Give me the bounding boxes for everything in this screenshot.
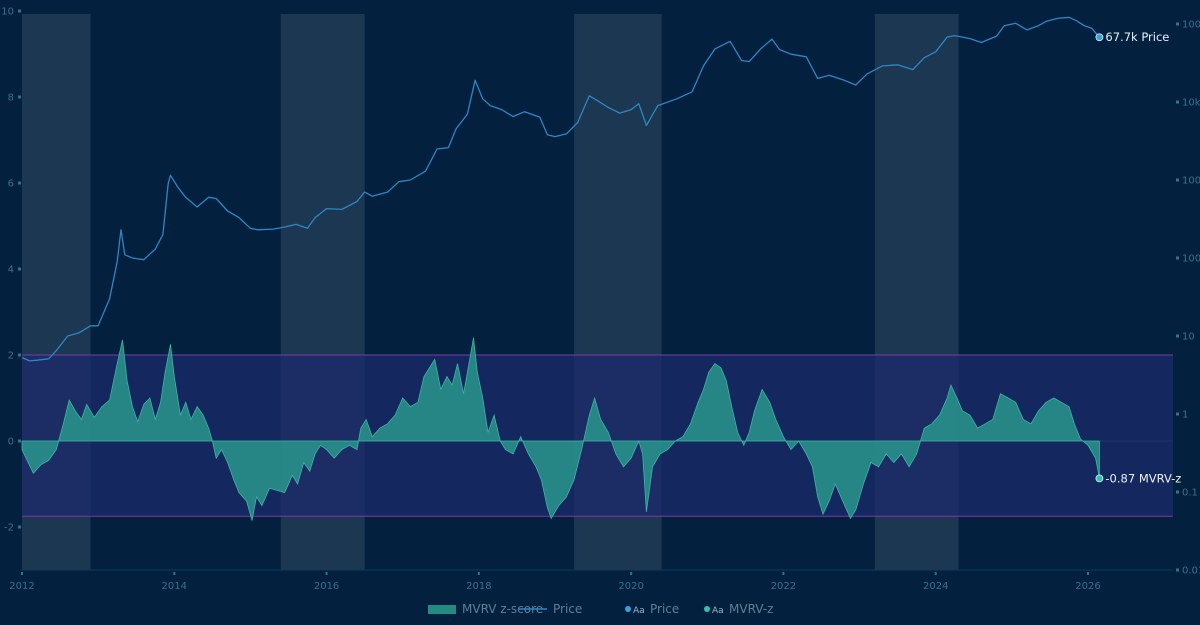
legend-item[interactable]: Price <box>519 602 582 616</box>
annotation-dot <box>1095 33 1104 42</box>
left-tick-label: -2 <box>4 523 14 534</box>
legend-item[interactable]: Aa Price <box>625 602 679 616</box>
left-tick-mark <box>18 267 21 271</box>
legend-swatch-area <box>428 605 456 614</box>
x-tick-mark <box>934 572 937 575</box>
x-tick-label: 2014 <box>162 581 187 592</box>
left-y-axis: -2 0 2 4 6 8 10 <box>1 7 21 534</box>
left-tick-label: 0 <box>8 437 14 448</box>
right-tick-mark <box>1176 490 1179 494</box>
right-tick-mark <box>1176 334 1179 338</box>
right-tick-mark <box>1176 100 1179 104</box>
right-tick-mark <box>1176 22 1179 26</box>
left-tick-mark <box>18 439 21 443</box>
annotation-dot <box>1095 474 1104 483</box>
legend-swatch-dot <box>704 606 710 612</box>
right-tick-label: 0.1 <box>1182 488 1198 499</box>
left-tick-label: 10 <box>1 7 14 18</box>
right-tick-label: 1000 <box>1182 176 1200 187</box>
x-tick-label: 2026 <box>1075 581 1100 592</box>
right-tick-label: 10 <box>1182 332 1195 343</box>
legend-label: MVRV-z <box>729 602 773 616</box>
legend-label: Price <box>650 602 679 616</box>
x-tick-mark <box>477 572 480 575</box>
legend-label: MVRV z-score <box>462 602 543 616</box>
x-tick-mark <box>21 572 23 575</box>
x-tick-mark <box>1087 572 1089 575</box>
price-line-layer <box>21 16 1100 362</box>
right-tick-mark <box>1176 178 1179 182</box>
price-line <box>21 16 1100 362</box>
annotation-label: 67.7k Price <box>1105 30 1169 44</box>
x-tick-mark <box>173 572 176 575</box>
left-tick-label: 4 <box>8 265 14 276</box>
x-tick-label: 2022 <box>771 581 796 592</box>
right-tick-mark <box>1176 412 1179 416</box>
right-tick-label: 100 <box>1182 254 1200 265</box>
annotation-label: -0.87 MVRV-z <box>1105 471 1181 485</box>
legend-aa-prefix: Aa <box>712 606 724 616</box>
x-tick-label: 2012 <box>9 581 34 592</box>
x-tick-mark <box>325 572 328 575</box>
left-tick-label: 6 <box>8 179 14 190</box>
legend[interactable]: MVRV z-score Price Aa Price Aa MVRV-z <box>428 602 773 616</box>
x-tick-label: 2016 <box>314 581 339 592</box>
legend-aa-prefix: Aa <box>633 606 645 616</box>
legend-label: Price <box>553 602 582 616</box>
x-axis: 2012 2014 2016 2018 2020 2022 2024 2026 <box>9 569 1173 592</box>
right-y-axis: 0.01 0.1 1 10 100 1000 10k 100k <box>1176 20 1200 577</box>
left-tick-mark <box>18 95 21 99</box>
x-tick-label: 2024 <box>923 581 948 592</box>
right-tick-label: 1 <box>1182 410 1188 421</box>
x-tick-label: 2020 <box>618 581 643 592</box>
left-tick-mark <box>18 353 21 357</box>
right-tick-mark <box>1176 568 1179 572</box>
right-tick-mark <box>1176 256 1179 260</box>
right-tick-label: 100k <box>1182 20 1200 31</box>
x-tick-mark <box>630 572 633 575</box>
right-tick-label: 0.01 <box>1182 566 1200 577</box>
legend-item[interactable]: Aa MVRV-z <box>704 602 773 616</box>
left-tick-mark <box>18 525 21 529</box>
legend-item[interactable]: MVRV z-score <box>428 602 543 616</box>
mvrv-area-layer <box>21 337 1100 521</box>
left-tick-mark <box>18 9 21 13</box>
right-tick-label: 10k <box>1182 98 1200 109</box>
left-tick-label: 8 <box>8 93 14 104</box>
mvrv-zscore-area <box>21 337 1100 521</box>
left-tick-mark <box>18 181 21 185</box>
x-tick-label: 2018 <box>466 581 491 592</box>
left-tick-label: 2 <box>8 351 14 362</box>
x-tick-mark <box>782 572 785 575</box>
end-annotations: 67.7k Price -0.87 MVRV-z <box>1095 30 1181 485</box>
legend-swatch-dot <box>625 606 631 612</box>
